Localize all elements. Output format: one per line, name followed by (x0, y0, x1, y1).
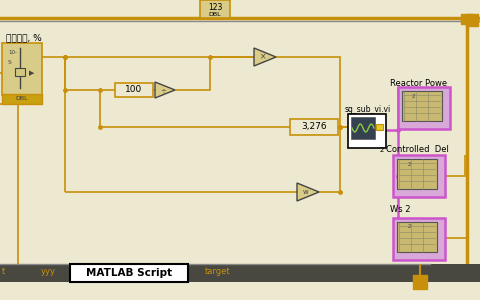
Polygon shape (296, 183, 318, 201)
Bar (396, 159, 436, 189)
Text: Reactor Powe: Reactor Powe (389, 79, 446, 88)
Text: 2: 2 (407, 224, 411, 230)
Text: DBL: DBL (208, 13, 221, 17)
Text: 2: 2 (411, 94, 415, 98)
Bar (412, 275, 426, 289)
Text: MATLAB Script: MATLAB Script (86, 268, 172, 278)
Text: Ws 2: Ws 2 (389, 206, 409, 214)
Bar (15, 68, 25, 76)
Text: target: target (205, 268, 230, 277)
Bar (401, 91, 441, 121)
Bar (350, 117, 374, 139)
Text: sg_sub_vi.vi: sg_sub_vi.vi (344, 106, 390, 115)
Bar (289, 119, 337, 135)
Bar (2, 43, 42, 95)
Polygon shape (155, 82, 175, 98)
Bar (0, 264, 480, 282)
Polygon shape (253, 48, 276, 66)
Bar (465, 14, 477, 26)
Text: w: w (302, 189, 308, 195)
Text: ▶: ▶ (29, 70, 35, 76)
Bar (115, 83, 153, 97)
Text: ×: × (259, 52, 265, 62)
Bar (460, 14, 472, 24)
Text: 123: 123 (207, 2, 222, 11)
Text: Controlled  Del: Controlled Del (385, 145, 448, 154)
Bar (392, 218, 444, 260)
Bar (397, 87, 449, 129)
Text: 10-: 10- (8, 50, 17, 55)
Bar (347, 114, 385, 148)
Bar (200, 0, 229, 18)
Text: DBL: DBL (16, 97, 28, 101)
Text: 100: 100 (125, 85, 143, 94)
Bar (70, 264, 188, 282)
Text: 5-: 5- (8, 59, 13, 64)
Bar (396, 222, 436, 252)
Bar (392, 155, 444, 197)
Text: 2: 2 (379, 147, 384, 153)
Text: 2: 2 (407, 161, 411, 166)
Text: 3,276: 3,276 (300, 122, 326, 131)
Bar (2, 94, 42, 104)
Text: t: t (2, 268, 5, 277)
Text: 출력조절, %: 출력조절, % (6, 34, 42, 43)
Bar (375, 124, 382, 130)
Text: ÷: ÷ (160, 87, 166, 93)
Text: yyy: yyy (40, 268, 55, 277)
